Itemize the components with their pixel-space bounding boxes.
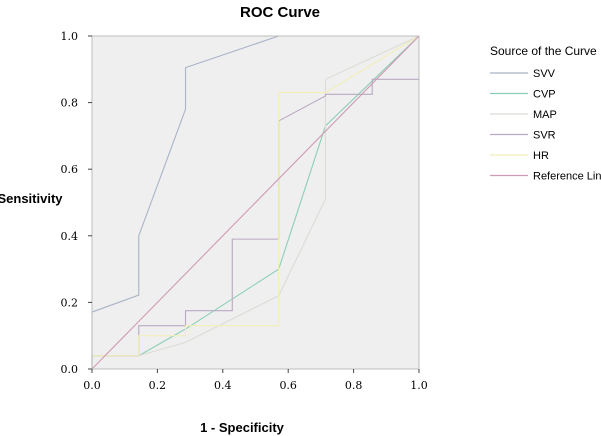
y-tick-label: 0.2 (61, 296, 79, 309)
legend-label: HR (533, 150, 549, 162)
y-tick-label: 1.0 (61, 30, 79, 43)
x-tick-label: 0.8 (345, 379, 363, 392)
series-line-reference-line (91, 35, 420, 370)
legend-label: SVR (533, 130, 556, 142)
y-tick-label: 0.4 (61, 230, 79, 243)
legend-label: CVP (533, 89, 556, 101)
legend-label: Reference Line (533, 171, 601, 183)
series-line-svv (91, 35, 419, 369)
y-tick-label: 0.8 (61, 97, 79, 110)
x-axis-label: 1 - Specificity (200, 420, 285, 435)
legend-title: Source of the Curve (490, 44, 597, 58)
y-tick-label: 0.0 (61, 363, 79, 376)
chart-title: ROC Curve (240, 4, 320, 21)
legend-label: SVV (533, 68, 556, 80)
x-tick-label: 0.2 (149, 379, 167, 392)
x-tick-label: 0.6 (279, 379, 297, 392)
x-tick-label: 0.0 (83, 379, 101, 392)
plot-area-group: 0.0 0.2 0.4 0.6 0.8 1.0 0.0 0.2 0.4 0.6 0.8 1.0 (61, 30, 428, 392)
legend-label: MAP (533, 109, 557, 121)
plot-frame (91, 35, 420, 370)
series-line-hr (91, 35, 420, 369)
legend: SVV CVP MAP SVR HR Reference Line (490, 68, 601, 183)
x-tick-label: 1.0 (410, 379, 428, 392)
y-axis-label: Sensitivity (0, 191, 63, 206)
y-tick-label: 0.6 (61, 163, 79, 176)
x-tick-label: 0.4 (214, 379, 232, 392)
